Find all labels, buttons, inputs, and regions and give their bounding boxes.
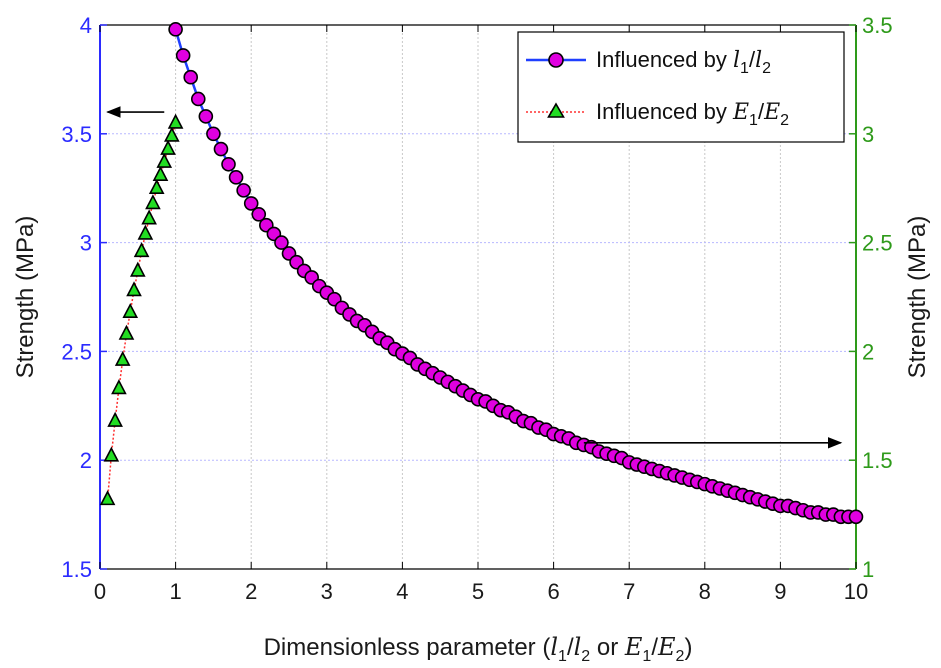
legend-label-e1-e2: Influenced by E1/E2 xyxy=(596,99,789,129)
x-tick-label: 9 xyxy=(774,579,786,604)
data-point-triangle xyxy=(99,490,116,506)
data-point-triangle xyxy=(148,178,165,194)
annotation-arrows xyxy=(106,106,843,449)
data-point-triangle xyxy=(118,324,135,340)
left-y-tick-label: 1.5 xyxy=(61,557,92,582)
data-point-triangle xyxy=(129,261,146,277)
left-y-axis-title: Strength (MPa) xyxy=(12,216,39,379)
data-point-triangle xyxy=(156,152,173,168)
data-point-circle xyxy=(183,69,199,85)
x-tick-label: 5 xyxy=(472,579,484,604)
data-point-circle xyxy=(168,22,183,37)
right-y-tick-label: 2.5 xyxy=(862,231,893,256)
left-y-tick-label: 4 xyxy=(80,13,92,38)
left-y-tick-label: 2 xyxy=(80,448,92,473)
legend-box xyxy=(517,31,845,143)
left-y-tick-label: 3 xyxy=(80,231,92,256)
data-point-triangle xyxy=(126,281,142,297)
x-axis-title: Dimensionless parameter (l1/l2 or E1/E2) xyxy=(264,633,693,665)
data-point-circle xyxy=(228,170,244,185)
data-point-circle xyxy=(206,126,221,142)
data-point-circle xyxy=(221,156,236,172)
data-point-triangle xyxy=(111,379,127,395)
data-point-circle xyxy=(198,109,214,124)
right-y-tick-label: 3.5 xyxy=(862,13,893,38)
data-point-triangle xyxy=(114,350,131,366)
legend-label-l1-l2: Influenced by l1/l2 xyxy=(596,47,771,77)
data-point-triangle xyxy=(164,126,180,142)
x-tick-label: 0 xyxy=(94,579,106,604)
right-y-axis-title: Strength (MPa) xyxy=(904,216,931,379)
x-tick-label: 8 xyxy=(699,579,711,604)
legend: Influenced by l1/l2 Influenced by E1/E2 xyxy=(517,31,845,143)
left-y-tick-label: 3.5 xyxy=(61,122,92,147)
data-point-circle xyxy=(243,196,259,211)
data-point-triangle xyxy=(137,224,154,240)
data-point-triangle xyxy=(145,194,161,210)
right-y-tick-label: 1.5 xyxy=(862,448,893,473)
data-point-circle xyxy=(213,141,229,157)
data-point-triangle xyxy=(141,209,157,225)
data-point-circle xyxy=(251,207,267,222)
series-e1-e2 xyxy=(99,113,184,506)
x-tick-label: 7 xyxy=(623,579,635,604)
left-y-axis-ticks: 1.5 2 2.5 3 3.5 4 xyxy=(61,13,107,582)
right-y-axis-ticks: 1 1.5 2 2.5 3 3.5 xyxy=(849,13,893,582)
data-point-triangle xyxy=(160,139,176,155)
right-y-tick-label: 1 xyxy=(862,557,874,582)
data-point-triangle xyxy=(133,242,150,258)
legend-entry-e1-e2: Influenced by E1/E2 xyxy=(526,99,789,129)
x-tick-label: 4 xyxy=(396,579,408,604)
data-point-circle xyxy=(848,509,864,525)
data-point-circle xyxy=(190,91,206,107)
data-point-triangle xyxy=(152,165,169,181)
series-l1-l2 xyxy=(168,22,864,525)
data-point-triangle xyxy=(167,113,184,129)
x-tick-label: 1 xyxy=(169,579,181,604)
data-point-circle xyxy=(236,183,251,198)
data-point-triangle xyxy=(103,446,120,462)
x-tick-label: 10 xyxy=(844,579,868,604)
legend-marker-triangle xyxy=(547,102,565,118)
right-y-tick-label: 2 xyxy=(862,339,874,364)
data-point-circle xyxy=(175,48,191,63)
data-point-circle xyxy=(274,235,289,250)
x-tick-label: 2 xyxy=(245,579,257,604)
x-tick-label: 6 xyxy=(547,579,559,604)
legend-marker-circle xyxy=(548,52,564,68)
x-tick-label: 3 xyxy=(321,579,333,604)
right-y-tick-label: 3 xyxy=(862,122,874,147)
data-point-triangle xyxy=(107,411,123,427)
x-axis-ticks: 0 1 2 3 4 5 6 7 8 9 10 xyxy=(94,25,868,604)
left-y-tick-label: 2.5 xyxy=(61,339,92,364)
data-point-triangle xyxy=(122,302,139,319)
legend-entry-l1-l2: Influenced by l1/l2 xyxy=(526,47,771,77)
